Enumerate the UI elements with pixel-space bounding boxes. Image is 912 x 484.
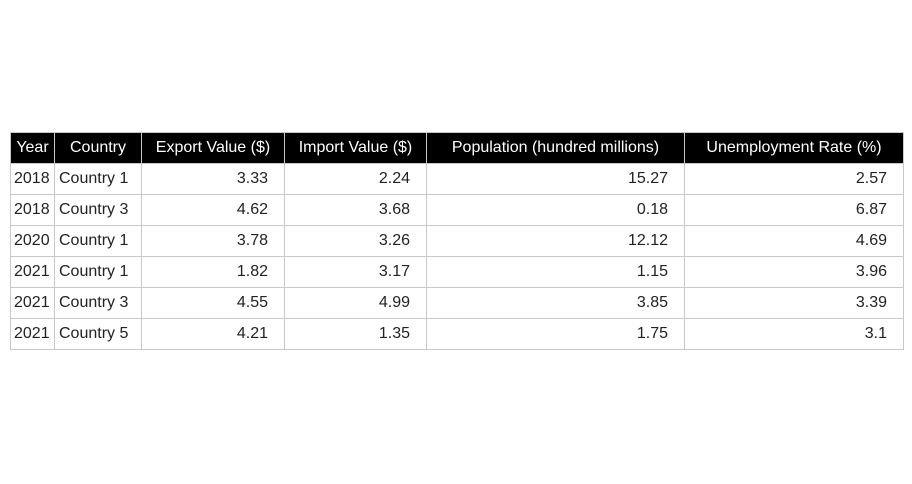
cell-unemployment-rate: 3.1 [684,318,904,350]
cell-population: 15.27 [426,163,685,195]
cell-unemployment-rate: 6.87 [684,194,904,226]
cell-import-value: 3.26 [284,225,427,257]
cell-unemployment-rate: 3.39 [684,287,904,319]
cell-country: Country 1 [54,256,142,288]
table-row: 2021 Country 1 1.82 3.17 1.15 3.96 [10,256,904,288]
header-country: Country [54,132,142,164]
cell-country: Country 1 [54,225,142,257]
cell-population: 1.75 [426,318,685,350]
cell-export-value: 4.21 [141,318,285,350]
table-row: 2020 Country 1 3.78 3.26 12.12 4.69 [10,225,904,257]
cell-country: Country 3 [54,287,142,319]
cell-country: Country 1 [54,163,142,195]
cell-export-value: 3.78 [141,225,285,257]
cell-export-value: 1.82 [141,256,285,288]
table-row: 2021 Country 3 4.55 4.99 3.85 3.39 [10,287,904,319]
cell-population: 12.12 [426,225,685,257]
cell-unemployment-rate: 4.69 [684,225,904,257]
cell-year: 2020 [10,225,55,257]
cell-year: 2021 [10,287,55,319]
header-population: Population (hundred millions) [426,132,685,164]
data-table-container: Year Country Export Value ($) Import Val… [10,132,904,350]
cell-year: 2021 [10,318,55,350]
cell-export-value: 4.55 [141,287,285,319]
table-row: 2018 Country 1 3.33 2.24 15.27 2.57 [10,163,904,195]
table-row: 2021 Country 5 4.21 1.35 1.75 3.1 [10,318,904,350]
data-table: Year Country Export Value ($) Import Val… [10,132,904,350]
header-year: Year [10,132,55,164]
cell-export-value: 4.62 [141,194,285,226]
cell-year: 2018 [10,194,55,226]
cell-import-value: 3.17 [284,256,427,288]
cell-export-value: 3.33 [141,163,285,195]
cell-import-value: 2.24 [284,163,427,195]
cell-country: Country 5 [54,318,142,350]
cell-year: 2018 [10,163,55,195]
cell-unemployment-rate: 3.96 [684,256,904,288]
cell-import-value: 1.35 [284,318,427,350]
cell-import-value: 4.99 [284,287,427,319]
table-row: 2018 Country 3 4.62 3.68 0.18 6.87 [10,194,904,226]
cell-population: 0.18 [426,194,685,226]
header-export-value: Export Value ($) [141,132,285,164]
header-import-value: Import Value ($) [284,132,427,164]
cell-population: 1.15 [426,256,685,288]
cell-year: 2021 [10,256,55,288]
cell-unemployment-rate: 2.57 [684,163,904,195]
cell-country: Country 3 [54,194,142,226]
cell-population: 3.85 [426,287,685,319]
header-unemployment-rate: Unemployment Rate (%) [684,132,904,164]
cell-import-value: 3.68 [284,194,427,226]
table-header-row: Year Country Export Value ($) Import Val… [10,132,904,164]
